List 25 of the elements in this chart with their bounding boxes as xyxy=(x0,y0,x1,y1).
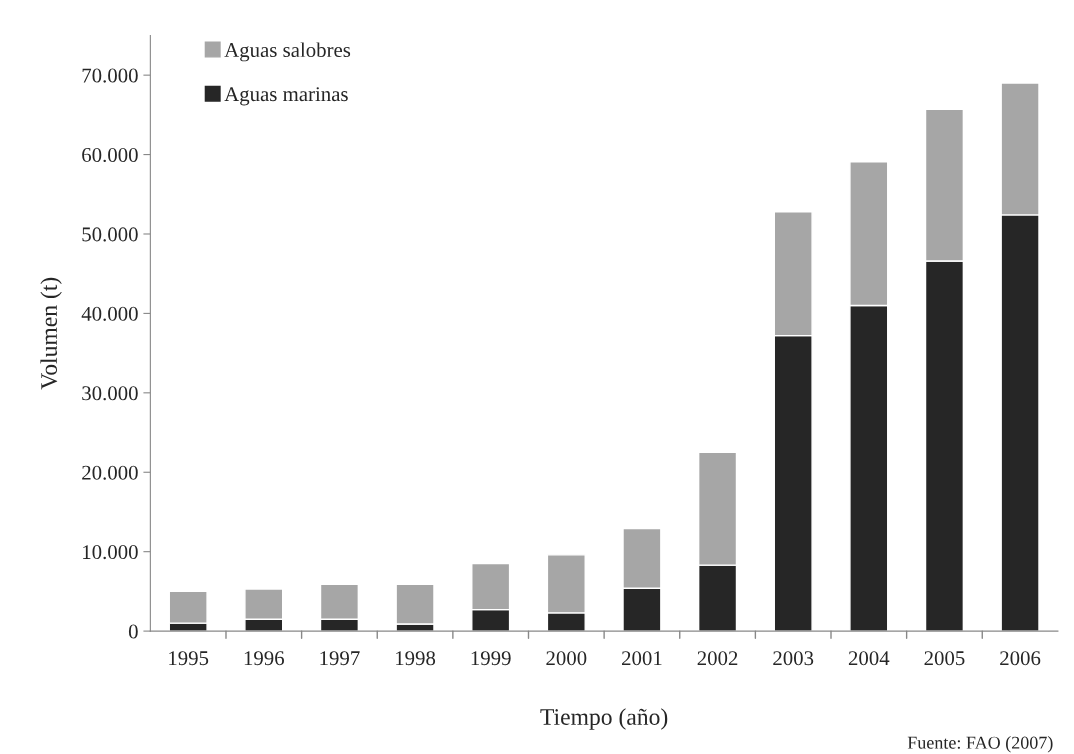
y-tick-label: 60.000 xyxy=(82,147,138,163)
x-tick-label: 2000 xyxy=(546,651,587,666)
x-tick-label: 1999 xyxy=(471,651,511,666)
x-tick-label: 2001 xyxy=(622,651,662,666)
x-axis-title: Tiempo (año) xyxy=(540,708,668,730)
legend-label: Aguas salobres xyxy=(224,42,351,62)
x-tick-label: 2003 xyxy=(773,651,814,666)
y-tick-label: 50.000 xyxy=(82,227,138,242)
x-tick-label: 2004 xyxy=(848,651,890,666)
y-tick-label: 30.000 xyxy=(82,386,138,401)
y-axis-title: Volumen (t) xyxy=(40,277,62,390)
legend-label: Aguas marinas xyxy=(224,87,348,106)
y-tick-label: 20.000 xyxy=(82,465,138,480)
x-tick-label: 2005 xyxy=(924,651,965,666)
y-tick-label: 0 xyxy=(128,624,138,639)
x-tick-label: 1997 xyxy=(320,651,360,666)
x-tick-label: 1998 xyxy=(396,651,436,666)
source-note: Fuente: FAO (2007) xyxy=(907,736,1053,753)
x-tick-label: 1996 xyxy=(244,651,285,666)
x-tick-label: 1995 xyxy=(169,651,209,666)
y-tick-label: 70.000 xyxy=(82,68,138,83)
x-tick-label: 2002 xyxy=(697,651,738,666)
y-tick-label: 10.000 xyxy=(83,545,138,560)
x-tick-label: 2006 xyxy=(1000,651,1041,666)
y-tick-label: 40.000 xyxy=(81,306,138,321)
